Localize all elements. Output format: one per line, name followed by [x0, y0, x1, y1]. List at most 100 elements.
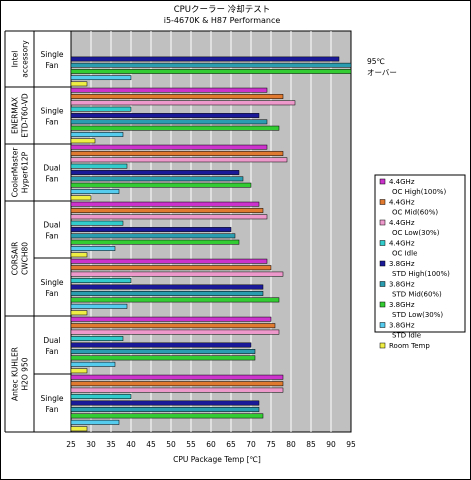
bar — [70, 189, 120, 194]
bar — [70, 291, 264, 296]
bar — [70, 87, 268, 93]
annotation-line2: オーバー — [367, 68, 397, 77]
bar — [70, 113, 260, 118]
bar — [70, 297, 280, 303]
legend-label: 3.8GHz — [389, 322, 415, 330]
legend-label: 3.8GHz — [389, 301, 415, 309]
bar-series — [70, 56, 352, 432]
legend-label: STD High(100%) — [392, 270, 450, 278]
bar — [70, 227, 232, 232]
bar — [70, 407, 260, 412]
bar — [70, 233, 236, 239]
fan-label: Fan — [46, 232, 59, 241]
x-tick-label: 45 — [146, 440, 156, 449]
legend-swatch — [379, 199, 386, 205]
x-tick-label: 55 — [186, 440, 196, 449]
x-tick-label: 60 — [206, 440, 216, 449]
legend-label: STD Idle — [392, 332, 421, 340]
bar — [70, 220, 124, 226]
legend-label: OC Low(30%) — [392, 229, 440, 237]
bar — [70, 368, 88, 374]
bar — [70, 151, 284, 156]
bar — [70, 100, 296, 106]
product-label: CoolerMaster — [11, 147, 20, 198]
fan-label: Fan — [46, 289, 59, 298]
legend-label: 4.4GHz — [389, 199, 415, 207]
legend-swatch — [379, 301, 386, 308]
bar — [70, 419, 120, 425]
x-tick-label: 30 — [86, 440, 96, 449]
product-label: Hyper612P — [21, 151, 30, 193]
bar — [70, 144, 268, 150]
legend-label: STD Low(30%) — [392, 311, 443, 319]
bar — [70, 69, 352, 74]
legend-label: 4.4GHz — [389, 219, 415, 227]
bar — [70, 138, 96, 144]
bar — [70, 132, 124, 137]
product-label: Antec KUHLER — [11, 347, 20, 401]
bar — [70, 75, 132, 81]
chart-title: CPUクーラー 冷却テスト — [174, 4, 271, 15]
bar — [70, 374, 284, 380]
bar — [70, 323, 276, 329]
x-tick-label: 80 — [286, 440, 296, 449]
bar — [70, 316, 272, 322]
x-tick-label: 90 — [326, 440, 336, 449]
legend-label: Room Temp — [389, 342, 430, 350]
legend-label: OC High(100%) — [392, 188, 446, 196]
x-tick-label: 35 — [106, 440, 116, 449]
legend-swatch — [379, 342, 386, 349]
bar — [70, 329, 280, 335]
bar — [70, 310, 88, 316]
bar — [70, 208, 264, 213]
bar — [70, 426, 88, 432]
chart-subtitle: i5-4670K & H87 Performance — [164, 16, 281, 25]
legend-swatch — [379, 281, 386, 287]
bar — [70, 157, 288, 163]
bar — [70, 400, 260, 406]
legend-swatch — [379, 322, 386, 328]
bar — [70, 284, 264, 290]
bar — [70, 119, 268, 125]
fan-label: Single — [40, 278, 63, 287]
bar — [70, 349, 256, 354]
bar — [70, 271, 284, 277]
fan-label: Dual — [43, 336, 60, 345]
category-labels: Intel accessory ENERMAX ETD-T60-VDCoolerMas… — [4, 30, 71, 433]
bar — [70, 278, 132, 283]
bar — [70, 303, 128, 309]
bar — [70, 258, 268, 264]
bar — [70, 56, 340, 62]
fan-label: Single — [40, 107, 63, 116]
product-label: ENERMAX — [11, 97, 20, 134]
fan-label: Fan — [46, 405, 59, 414]
annotation-line1: 95℃ — [367, 57, 385, 66]
legend-swatch — [379, 260, 386, 267]
product-label: CORSAIR — [11, 242, 20, 276]
bar — [70, 163, 128, 169]
bar — [70, 94, 284, 99]
fan-label: Fan — [46, 347, 59, 356]
bar — [70, 394, 132, 399]
legend-label: 4.4GHz — [389, 178, 415, 186]
fan-label: Single — [40, 394, 63, 403]
legend-label: OC Idle — [392, 250, 417, 258]
x-tick-label: 95 — [346, 440, 356, 449]
bar — [70, 265, 272, 271]
bar — [70, 195, 92, 201]
bar — [70, 201, 260, 207]
x-tick-label: 50 — [166, 440, 176, 449]
bar — [70, 125, 280, 131]
fan-label: Dual — [43, 164, 60, 173]
product-label: CWCH80 — [21, 242, 30, 275]
bar — [70, 361, 116, 367]
product-label: H2O 950 — [21, 357, 30, 390]
product-label: ETD-T60-VD — [21, 93, 30, 138]
fan-label: Fan — [46, 118, 59, 127]
bar — [70, 182, 252, 188]
x-tick-label: 75 — [266, 440, 276, 449]
x-tick-labels: 25 30 35 40 45 50 55 60 65 70 75 80 85 90 95 — [66, 440, 356, 449]
legend-swatch — [379, 219, 386, 226]
bar — [70, 342, 252, 348]
